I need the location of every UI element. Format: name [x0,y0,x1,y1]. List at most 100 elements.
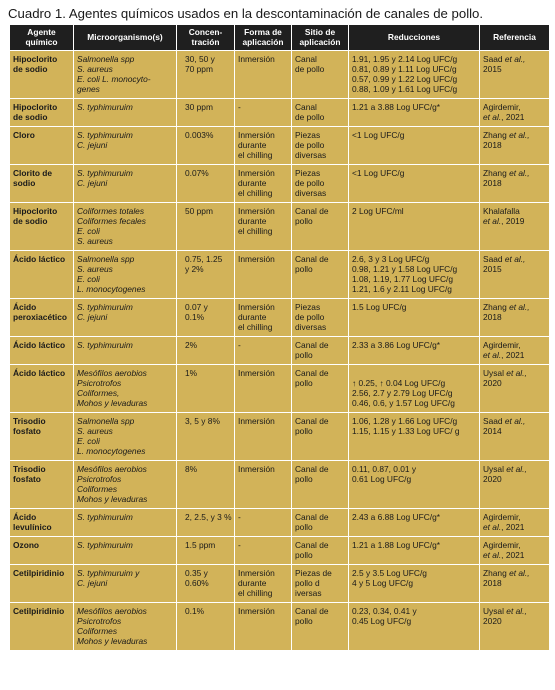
microorganism-line: C. jejuni [77,140,108,150]
reductions-line: 1.15, 1.15 y 1.33 Log UFC/ g [352,426,460,436]
agent-line: Cetilpiridinio [13,568,65,578]
application-site-cell: Canal de pollo [291,602,349,651]
reference-line: Agirdemir, [483,540,546,550]
application-site-line: de pollo [295,312,325,322]
reductions-line: 0.81, 0.89 y 1.11 Log UFC/g [352,64,457,74]
reductions-line: 2.5 y 3.5 Log UFC/g [352,568,427,578]
agent-line: de sodio [13,64,48,74]
agent-cell: Cloro [9,126,74,165]
table-row: Ácido peroxiacético S. typhimuruim C. jejun… [9,298,550,337]
agent-line: de sodio [13,216,48,226]
application-site-line: diversas [295,188,327,198]
microorganism-cell: S. typhimuruim C. jejuni [73,298,177,337]
microorganism-line: C. jejuni [77,178,108,188]
concentration-line: 30, 50 y [185,54,215,64]
reference-cell: Agirdemir, et al., 2021 [479,336,550,365]
microorganism-line: E. coli L. monocyto- [77,74,151,84]
reference-line: 2020 [483,474,546,484]
concentration-cell: 8% [176,460,235,509]
header-concentracion: Concen-tración [176,25,235,51]
reductions-line: 0.11, 0.87, 0.01 y [352,464,417,474]
agent-cell: Ozono [9,536,74,565]
header-text: Concen- [188,27,223,37]
concentration-cell: 2% [176,336,235,365]
agent-line: Ácido láctico [13,368,66,378]
table-row: Ácido levulínico S. typhimuruim 2, 2.5, y 3… [9,508,550,537]
reference-text: 2018 [483,578,502,588]
table-row: Ácido láctico S. typhimuruim 2% - Canal de po… [9,336,550,365]
application-form-cell: Inmersión durante el chilling [234,564,292,603]
application-site-line: de pollo [295,178,325,188]
application-form-cell: Inmersión [234,460,292,509]
reference-cell: Agirdemir, et al., 2021 [479,508,550,537]
microorganism-line: L. monocytogenes [77,284,146,294]
reductions-line: 1.08, 1.19, 1.77 Log UFC/g [352,274,454,284]
reference-cell: Zhang et al., 2018 [479,164,550,203]
table-row: Clorito de sodio S. typhimuruim C. jejuni 0.… [9,164,550,203]
reference-text: et al., [506,368,527,378]
application-site-cell: Canal de pollo [291,98,349,127]
reference-text: et al., [509,568,530,578]
reference-cell: Zhang et al., 2018 [479,126,550,165]
concentration-cell: 1.5 ppm [176,536,235,565]
reference-text: et al., [506,606,527,616]
agent-line: sodio [13,178,36,188]
reductions-cell: 1.91, 1.95 y 2.14 Log UFC/g 0.81, 0.89 y … [348,50,480,99]
microorganism-line: Coliformes totales [77,206,145,216]
agent-line: Ácido láctico [13,340,66,350]
reference-text: Saad [483,254,505,264]
application-form-cell: Inmersión [234,50,292,99]
reductions-line: 1.06, 1.28 y 1.66 Log UFC/g [352,416,458,426]
reductions-line: 1.21, 1.6 y 2.11 Log UFC/g [352,284,452,294]
agent-line: Ácido [13,302,37,312]
header-row: Agente químico Microorganismo(s) Concen-tra… [9,25,550,51]
reference-text: , 2021 [501,112,525,122]
chemical-agents-table: Agente químico Microorganismo(s) Concen-tra… [9,25,550,651]
agent-line: levulínico [13,522,52,532]
application-form-cell: Inmersión [234,364,292,413]
concentration-line: 1.5 ppm [185,540,216,550]
concentration-line: 3, 5 y 8% [185,416,220,426]
application-site-cell: Piezas de pollo diversas [291,126,349,165]
application-form-line: el chilling [238,150,273,160]
reference-text: et al., [506,464,527,474]
microorganism-line: S. typhimuruim y [77,568,140,578]
application-site-cell: Canal de pollo [291,412,349,461]
application-site-line: pollo [295,522,313,532]
reference-text: et al., [509,302,530,312]
microorganism-cell: Coliformes totales Coliformes fecales E. c… [73,202,177,251]
reductions-cell: 1.21 a 1.88 Log UFC/g* [348,536,480,565]
agent-cell: Ácido láctico [9,250,74,299]
application-form-line: Inmersión [238,254,275,264]
application-form-line: - [238,540,241,550]
agent-line: de sodio [13,112,48,122]
agent-line: Cetilpiridinio [13,606,65,616]
microorganism-line: S. typhimuruim [77,102,133,112]
reference-text: 2014 [483,426,502,436]
application-form-line: el chilling [238,322,273,332]
reductions-line: 0.46, 0.6, y 1.57 Log UFC/g [352,398,455,408]
reference-text: 2020 [483,378,502,388]
reference-line: et al., 2021 [483,550,546,560]
reference-text: et al., [504,416,526,426]
concentration-line: 0.003% [185,130,214,140]
reference-text: 2015 [483,264,502,274]
application-form-line: durante [238,178,267,188]
reductions-line: 2.33 a 3.86 Log UFC/g* [352,340,440,350]
microorganism-line: S. aureus [77,426,113,436]
reductions-cell: 2.5 y 3.5 Log UFC/g 4 y 5 Log UFC/g [348,564,480,603]
reference-text: Uysal [483,368,507,378]
reference-text: Agirdemir, [483,540,521,550]
reductions-line [352,368,476,378]
reference-text: Zhang [483,568,510,578]
application-site-line: pollo [295,426,313,436]
reductions-line: <1 Log UFC/g [352,130,405,140]
application-form-line: Inmersión [238,206,275,216]
concentration-cell: 30 ppm [176,98,235,127]
reductions-cell: 1.5 Log UFC/g [348,298,480,337]
application-site-line: Piezas [295,302,321,312]
application-site-line: Canal de [295,206,329,216]
reference-line: Zhang et al., [483,130,546,140]
application-form-line: - [238,340,241,350]
